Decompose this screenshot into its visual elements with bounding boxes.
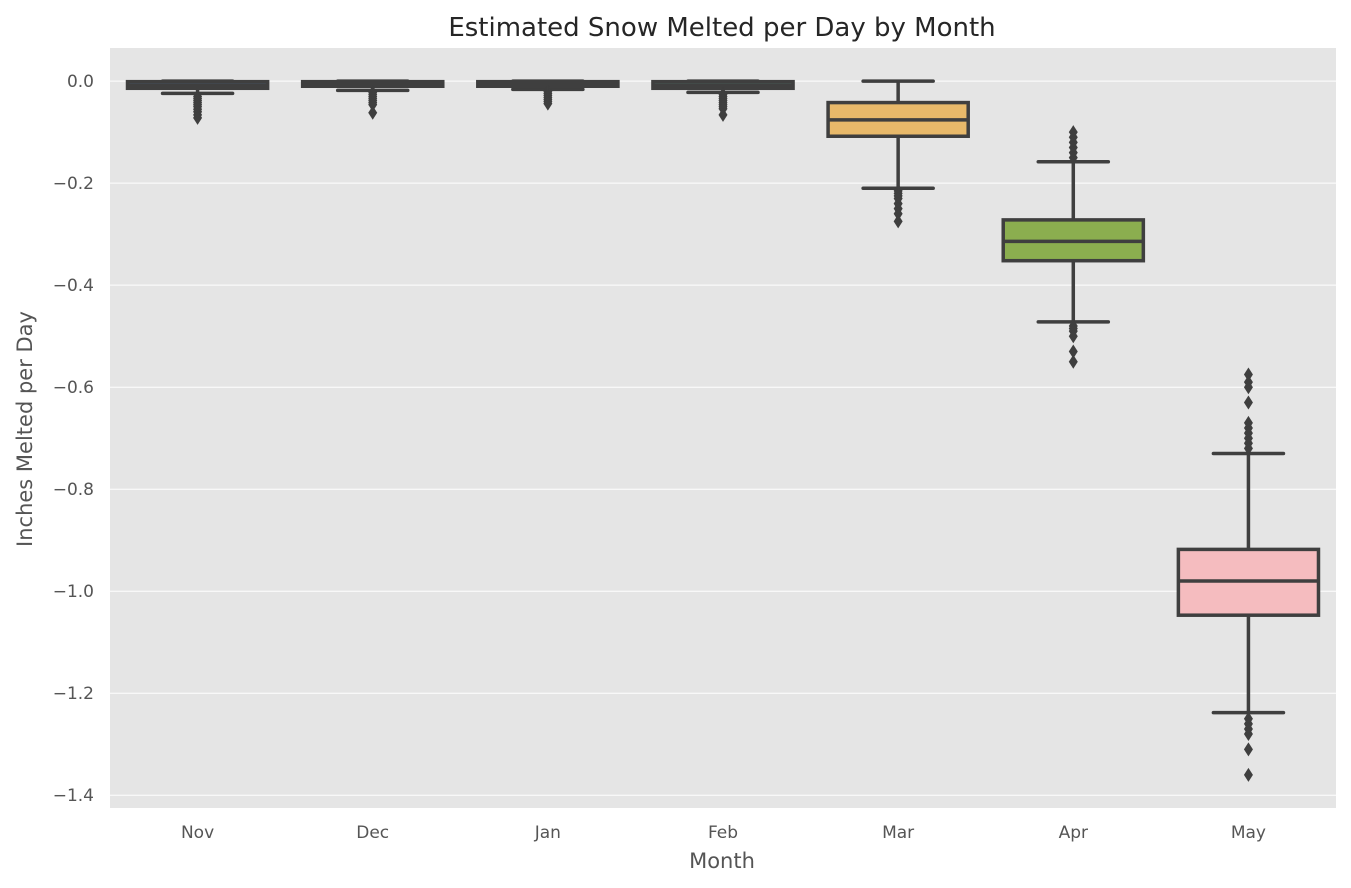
x-tick-label: Nov	[181, 823, 214, 843]
y-tick-label: −0.2	[53, 174, 94, 194]
outlier-point	[1243, 742, 1253, 757]
y-tick-label: 0.0	[67, 72, 94, 92]
chart-title: Estimated Snow Melted per Day by Month	[448, 13, 995, 43]
outlier-point	[1243, 395, 1253, 410]
outlier-point	[368, 97, 378, 112]
outlier-point	[193, 110, 203, 125]
y-tick-label: −1.0	[53, 582, 94, 602]
outlier-point	[1068, 344, 1078, 359]
outlier-point	[893, 206, 903, 221]
box-nov	[125, 79, 270, 125]
outlier-point	[543, 96, 553, 111]
outlier-point	[368, 105, 378, 120]
y-tick-label: −0.4	[53, 276, 94, 296]
x-tick-label: Dec	[356, 823, 389, 843]
x-tick-label: Apr	[1059, 823, 1088, 843]
x-axis-ticks: Nov Dec Jan Feb Mar Apr May	[181, 823, 1266, 843]
outlier-point	[1243, 441, 1253, 456]
outlier-point	[1243, 380, 1253, 395]
y-axis-label: Inches Melted per Day	[13, 311, 37, 547]
outlier-point	[1068, 329, 1078, 344]
y-axis-ticks: 0.0 −0.2 −0.4 −0.6 −0.8 −1.0 −1.2 −1.4	[53, 72, 94, 806]
x-axis-label: Month	[689, 849, 755, 873]
outlier-point	[1068, 150, 1078, 165]
outlier-point	[1068, 354, 1078, 369]
y-tick-label: −1.2	[53, 684, 94, 704]
gridlines	[110, 80, 1336, 796]
outlier-point	[893, 214, 903, 229]
boxes	[125, 79, 1321, 782]
x-tick-label: May	[1231, 823, 1266, 843]
y-tick-label: −0.8	[53, 480, 94, 500]
y-tick-label: −0.6	[53, 378, 94, 398]
y-tick-label: −1.4	[53, 786, 94, 806]
outlier-point	[1243, 367, 1253, 382]
x-tick-label: Jan	[534, 823, 561, 843]
box-apr	[1001, 125, 1146, 369]
outlier-point	[718, 107, 728, 122]
x-tick-label: Mar	[882, 823, 914, 843]
box-mar	[826, 79, 970, 229]
box-dec	[300, 79, 445, 120]
box-feb	[651, 79, 795, 122]
outlier-point	[1243, 727, 1253, 742]
plot-area	[110, 48, 1336, 808]
outlier-point	[1243, 767, 1253, 782]
box-may	[1176, 367, 1321, 782]
box-jan	[476, 79, 620, 111]
x-tick-label: Feb	[708, 823, 738, 843]
